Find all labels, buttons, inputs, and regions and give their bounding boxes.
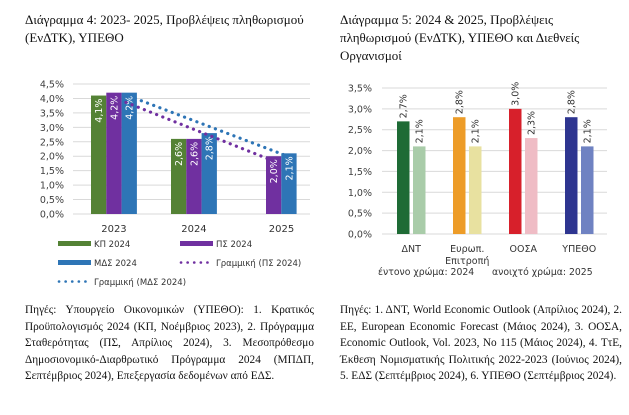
y-tick-label: 3,5% (40, 108, 64, 119)
y-tick-label: 1,0% (40, 181, 64, 192)
bar-2025-ΔΝΤ (413, 146, 426, 234)
y-tick-label: 3,5% (348, 84, 372, 95)
legend-label: ΚΠ 2024 (94, 240, 130, 250)
legend-label: Γραμμική (ΜΔΣ 2024) (94, 278, 186, 288)
data-label: 2,6% (189, 142, 200, 166)
data-label: 2,8% (567, 90, 578, 114)
data-label: 2,1% (583, 119, 594, 143)
legend-label: ΠΣ 2024 (216, 240, 252, 250)
bar-2025-ΥΠΕΘΟ (581, 146, 594, 234)
y-tick-label: 2,0% (348, 146, 372, 157)
y-tick-label: 0,5% (40, 195, 64, 206)
bar-ΚΠ-2024-2023 (91, 95, 107, 214)
legend-label: Γραμμική (ΠΣ 2024) (216, 259, 301, 269)
y-tick-label: 2,5% (348, 125, 372, 136)
y-tick-label: 0,0% (40, 210, 64, 221)
bar-2024-ΔΝΤ (397, 121, 410, 234)
data-label: 3,0% (511, 82, 522, 106)
bar-ΠΣ-2024-2023 (106, 92, 122, 214)
data-label: 2,3% (527, 111, 538, 135)
data-label: 2,0% (269, 159, 280, 183)
x-tick-label: ΥΠΕΘΟ (561, 244, 596, 255)
legend-swatch (180, 241, 213, 246)
data-label: 2,6% (174, 142, 185, 166)
bar-2024-Ευρωπ-Επιτροπή (453, 117, 466, 234)
bar-ΜΔΣ-2024-2025 (281, 153, 297, 214)
y-tick-label: 3,0% (348, 104, 372, 115)
data-label: 4,2% (125, 96, 136, 120)
data-label: 4,2% (109, 96, 120, 120)
x-tick-label: Ευρωπ. (450, 244, 484, 255)
chart5-title: Διάγραμμα 5: 2024 & 2025, Προβλέψεις πλη… (340, 12, 580, 63)
y-tick-label: 1,0% (348, 188, 372, 199)
y-tick-label: 4,5% (40, 80, 64, 91)
legend-note-2024: έντονο χρώμα: 2024 (378, 267, 474, 278)
y-tick-label: 1,5% (348, 167, 372, 178)
chart5-international-forecasts: 0,0% 0,5% 1,0% 1,5% 2,0% 2,5% 3,0% 3,5% 2,7% 2,1%… (348, 82, 607, 278)
y-tick-label: 1,5% (40, 166, 64, 177)
trendline-ΜΔΣ-2024 (127, 94, 291, 159)
bar-ΠΣ-2024-2025 (266, 156, 282, 214)
chart5-sources-note: Πηγές: 1. ΔΝΤ, World Economic Outlook (Α… (340, 304, 622, 383)
legend-swatch (58, 260, 91, 265)
legend-item: ΚΠ 2024 (58, 240, 130, 250)
chart4-title: Διάγραμμα 4: 2023- 2025, Προβλέψεις πληθ… (25, 12, 304, 45)
bar-ΚΠ-2024-2024 (171, 138, 187, 214)
legend-item: Γραμμική (ΜΔΣ 2024) (57, 278, 186, 288)
legend-item: ΠΣ 2024 (180, 240, 252, 250)
y-tick-label: 3,0% (40, 123, 64, 134)
data-label: 4,1% (94, 99, 105, 123)
x-tick-label: 2023 (101, 224, 126, 235)
trendline-ΠΣ-2024 (112, 95, 276, 163)
bar-ΠΣ-2024-2024 (186, 138, 202, 214)
x-tick-label: ΟΟΣΑ (510, 244, 538, 255)
data-label: 2,1% (415, 119, 426, 143)
data-label: 2,8% (205, 136, 216, 160)
chart4-sources-note: Πηγές: Υπουργείο Οικονομικών (ΥΠΕΘΟ): 1.… (25, 304, 314, 383)
bar-ΜΔΣ-2024-2023 (121, 92, 137, 214)
y-tick-label: 2,0% (40, 152, 64, 163)
bar-2024-ΥΠΕΘΟ (565, 117, 578, 234)
y-tick-label: 0,5% (348, 209, 372, 220)
legend-swatch (58, 241, 91, 246)
data-label: 2,1% (284, 156, 295, 180)
bar-ΜΔΣ-2024-2024 (201, 133, 217, 214)
legend-item: ΜΔΣ 2024 (58, 259, 137, 269)
bar-2024-ΟΟΣΑ (509, 108, 522, 234)
bar-2025-Ευρωπ-Επιτροπή (469, 146, 482, 234)
legend-label: ΜΔΣ 2024 (94, 259, 137, 269)
legend-note-2025: ανοιχτό χρώμα: 2025 (492, 267, 593, 278)
data-label: 2,1% (471, 119, 482, 143)
legend-item: Γραμμική (ΠΣ 2024) (179, 259, 301, 269)
x-tick-label: 2025 (269, 224, 294, 235)
chart4-inflation-forecasts: 0,0% 0,5% 1,0% 1,5% 2,0% 2,5% 3,0% 3,5% 4,0% 4,5%… (40, 80, 310, 288)
data-label: 2,7% (399, 94, 410, 118)
y-tick-label: 4,0% (40, 94, 64, 105)
y-tick-label: 0,0% (348, 230, 372, 241)
x-tick-label: Επιτροπή (445, 256, 489, 267)
bar-2025-ΟΟΣΑ (525, 138, 538, 234)
y-tick-label: 2,5% (40, 137, 64, 148)
x-tick-label: 2024 (181, 224, 206, 235)
data-label: 2,8% (455, 90, 466, 114)
x-tick-label: ΔΝΤ (402, 244, 422, 255)
